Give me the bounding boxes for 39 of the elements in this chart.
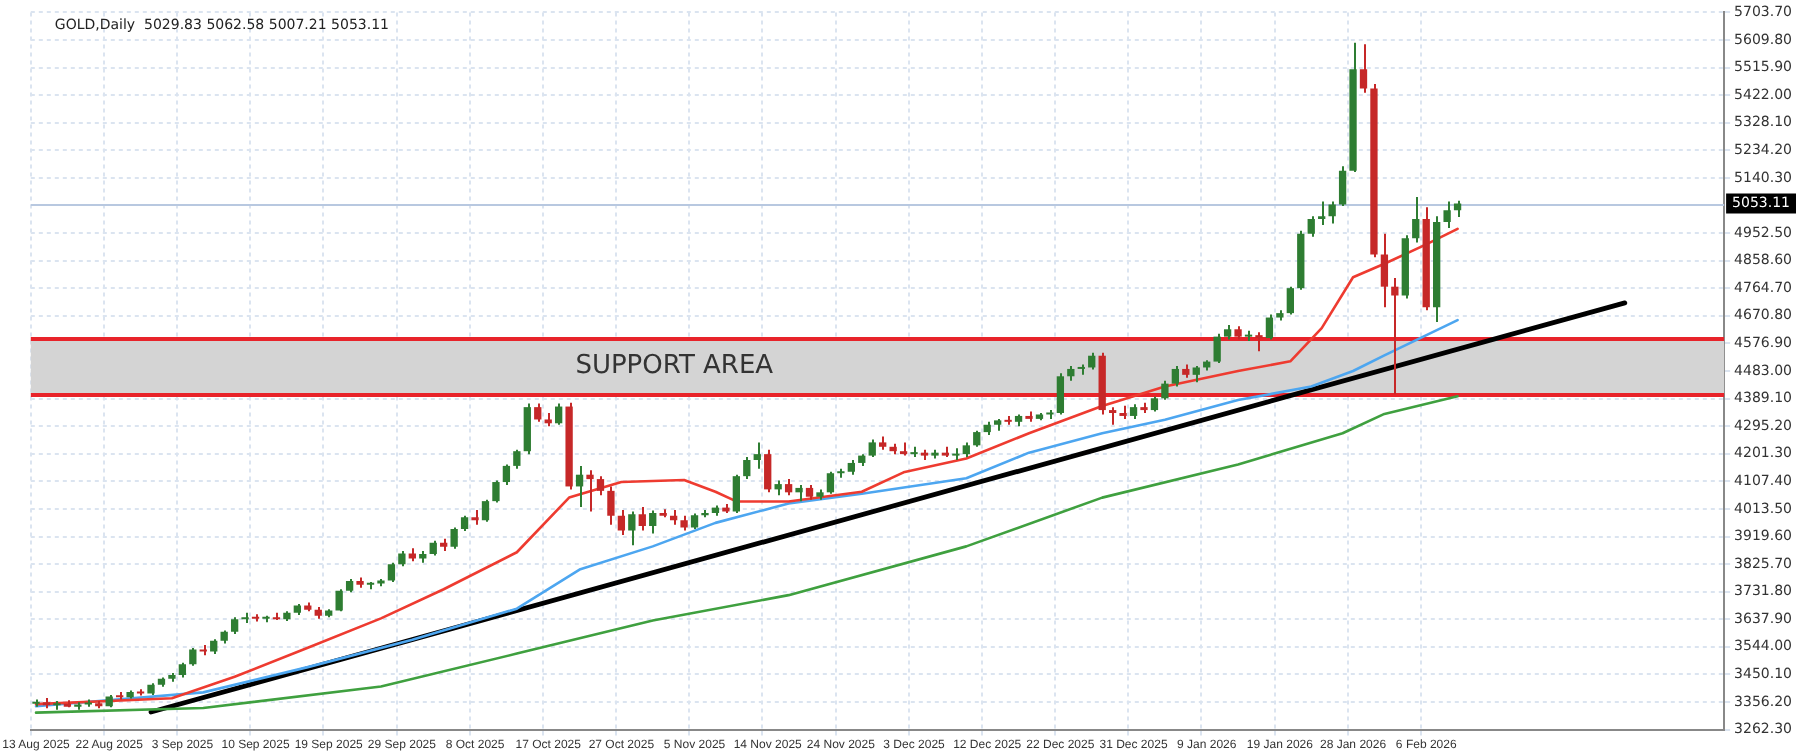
candlestick (1328, 200, 1336, 225)
candlestick (764, 448, 772, 494)
candlestick (1380, 232, 1389, 309)
candlestick (450, 526, 458, 550)
band-label: SUPPORT AREA (575, 350, 774, 381)
candlestick (1265, 313, 1274, 341)
candlestick (523, 402, 531, 456)
candlestick (1307, 215, 1315, 238)
candlestick (335, 588, 343, 613)
candlestick (586, 469, 594, 513)
candlestick (1412, 196, 1420, 244)
candlestick (1359, 43, 1368, 94)
candlestick (649, 509, 657, 535)
candlestick (638, 506, 646, 532)
candlestick (743, 456, 751, 481)
candlestick (596, 475, 605, 497)
candlestick (1255, 331, 1263, 353)
candlestick (1171, 365, 1180, 388)
candlestick (387, 561, 396, 583)
candlestick (575, 464, 584, 509)
candlestick (732, 473, 741, 514)
candlestick (492, 479, 500, 504)
candlestick (753, 441, 761, 470)
candlestick (1443, 200, 1451, 229)
candlestick (534, 402, 542, 423)
candlestick (1318, 200, 1326, 226)
candlestick (826, 470, 835, 495)
candlestick (1338, 165, 1347, 207)
candlestick (607, 485, 615, 526)
candlestick (1213, 332, 1221, 365)
candlestick (617, 508, 626, 536)
candlestick (1161, 379, 1169, 401)
candlestick (1286, 285, 1294, 316)
candlestick (628, 510, 636, 547)
candlestick (513, 448, 521, 470)
candlestick (555, 402, 563, 426)
candlestick (502, 463, 511, 486)
candlestick (1391, 276, 1399, 396)
candlestick (481, 498, 490, 523)
